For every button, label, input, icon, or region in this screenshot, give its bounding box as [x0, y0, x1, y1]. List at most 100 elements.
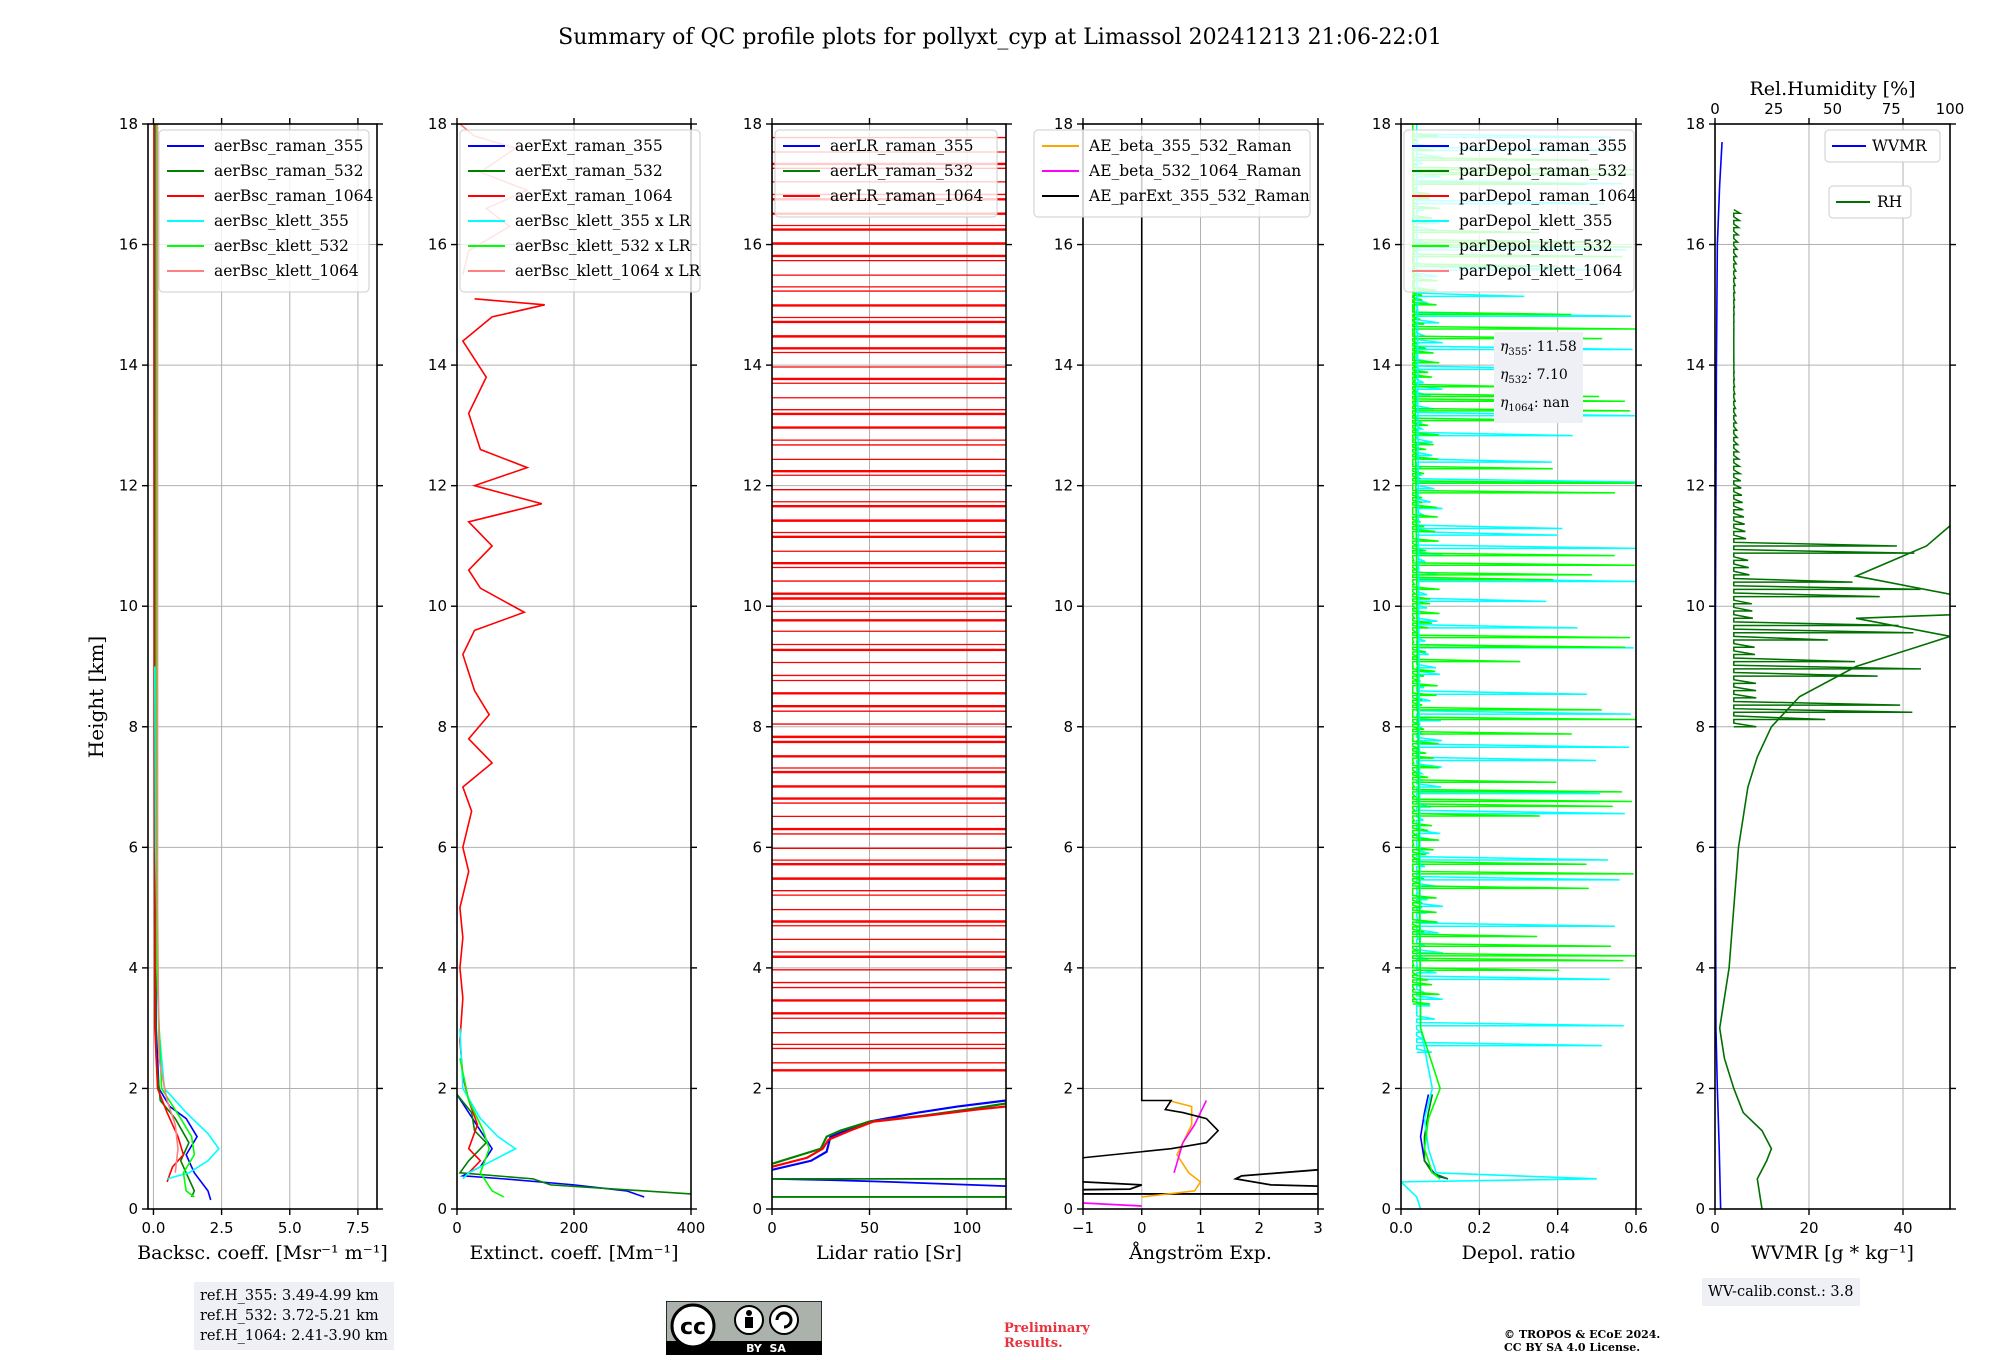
y-tick-label-1: 2 — [1063, 1079, 1073, 1097]
extra-line-0 — [772, 1177, 1006, 1187]
y-tick-label-7: 14 — [428, 356, 447, 374]
panel-backscatter: 0.0 2.5 5.0 7.5 0 2 4 6 8 10 12 14 16 18 Backsc. coeff… — [119, 115, 388, 1264]
y-tick-label-3: 6 — [1381, 838, 1391, 856]
x-tick-label-0: 0 — [1710, 1219, 1720, 1237]
legend-entry-0: aerLR_raman_355 — [830, 137, 973, 155]
x-tick-label-3: 0.6 — [1624, 1219, 1648, 1237]
legend-entry-4: parDepol_klett_532 — [1459, 237, 1612, 255]
y-tick-label-2: 4 — [437, 959, 447, 977]
legend-entry-5: aerBsc_klett_1064 — [214, 262, 359, 280]
y-tick-label-9: 18 — [119, 115, 138, 133]
x-tick-label-2: 40 — [1893, 1219, 1912, 1237]
series-aerBsc_klett_532 — [155, 124, 196, 1198]
legend-entry-1: aerBsc_raman_532 — [214, 162, 364, 180]
legend-backscatter: aerBsc_raman_355 aerBsc_raman_532 aerBsc_r… — [158, 129, 374, 293]
eta-1064: η1064: nan — [1500, 394, 1570, 414]
panel-depol: 0.0 0.2 0.4 0.6 0 2 4 6 8 10 12 14 16 18 Depol. ratio p… — [1372, 115, 1648, 1264]
x2-tick-label-0: 0 — [1710, 100, 1720, 118]
y-tick-label-7: 14 — [1372, 356, 1391, 374]
legend-entry-2: aerBsc_raman_1064 — [214, 187, 374, 205]
extra-line-0 — [1083, 1180, 1143, 1191]
legend-entry-wvmr: WVMR — [1872, 137, 1928, 155]
x-axis-label-angstrom: Ångström Exp. — [1128, 1242, 1272, 1264]
y-tick-label-6: 12 — [1686, 477, 1705, 495]
copyright-line: © TROPOS & ECoE 2024. — [1504, 1328, 1661, 1341]
plot-area-angstrom — [1083, 136, 1318, 1207]
axes-frame-backscatter — [147, 123, 378, 1210]
x-tick-label-1: 0 — [1137, 1219, 1147, 1237]
extra-line-3 — [1083, 1202, 1142, 1207]
y-tick-label-1: 2 — [437, 1079, 447, 1097]
y-tick-label-2: 4 — [128, 959, 138, 977]
y-tick-label-2: 4 — [752, 959, 762, 977]
y-tick-label-5: 10 — [1686, 597, 1705, 615]
depol-eta-box: η355: 11.58 η532: 7.10 η1064: nan — [1494, 332, 1583, 424]
x-tick-label-2: 5.0 — [278, 1219, 302, 1237]
x-tick-label-0: 0.0 — [1389, 1219, 1413, 1237]
legend-entry-0: AE_beta_355_532_Raman — [1088, 137, 1291, 155]
y-tick-label-3: 6 — [1063, 838, 1073, 856]
x-tick-label-1: 0.2 — [1467, 1219, 1491, 1237]
panel-extinction: 0 200 400 0 2 4 6 8 10 12 14 16 18 Extinct. coeff. [M… — [428, 115, 705, 1264]
y-tick-label-8: 16 — [1372, 236, 1391, 254]
legend-entry-2: aerLR_raman_1064 — [830, 187, 983, 205]
y-tick-label-9: 18 — [1686, 115, 1705, 133]
y-tick-label-7: 14 — [119, 356, 138, 374]
series-aerExt_raman_1064 — [459, 298, 545, 1174]
x-tick-label-0: −1 — [1072, 1219, 1094, 1237]
y-tick-label-2: 4 — [1695, 959, 1705, 977]
series-aerLR_raman_532 — [772, 1102, 1006, 1165]
axes-frame-depol — [1400, 123, 1637, 1210]
y-tick-label-0: 0 — [1063, 1200, 1073, 1218]
cc-badge-text: BY SA — [746, 1342, 786, 1355]
wv-calib-box: WV-calib.const.: 3.8 — [1702, 1278, 1860, 1306]
series-AE_parExt_355_532_Raman — [1083, 136, 1220, 1159]
y-tick-label-1: 2 — [1381, 1079, 1391, 1097]
reference-height-box: ref.H_355: 3.49-4.99 km ref.H_532: 3.72-… — [194, 1282, 394, 1350]
eta-355: η355: 11.58 — [1500, 339, 1577, 358]
y-tick-label-6: 12 — [1054, 477, 1073, 495]
y-tick-label-0: 0 — [1695, 1200, 1705, 1218]
legend-extinction: aerExt_raman_355 aerExt_raman_532 aerExt_r… — [459, 129, 702, 293]
y-tick-label-1: 2 — [1695, 1079, 1705, 1097]
x-tick-label-1: 2.5 — [210, 1219, 234, 1237]
legend-entry-2: parDepol_raman_1064 — [1459, 187, 1637, 205]
x-tick-label-2: 100 — [953, 1219, 982, 1237]
rh-spikes — [1733, 208, 1921, 728]
preliminary-results-note: Preliminary Results. — [1004, 1321, 1090, 1351]
y-tick-label-3: 6 — [752, 838, 762, 856]
x-tick-label-0: 0 — [452, 1219, 462, 1237]
legend-angstrom: AE_beta_355_532_Raman AE_beta_532_1064_Ra… — [1033, 129, 1311, 218]
y-axis-label: Height [km] — [84, 636, 108, 758]
y-tick-label-3: 6 — [1695, 838, 1705, 856]
y-tick-label-0: 0 — [752, 1200, 762, 1218]
series-aerBsc_klett_532 x LR — [459, 1058, 505, 1198]
y-tick-label-3: 6 — [128, 838, 138, 856]
x-axis-label-depol: Depol. ratio — [1462, 1242, 1576, 1264]
x-axis-label-wvmr: WVMR [g * kg⁻¹] — [1751, 1242, 1914, 1264]
x2-tick-label-2: 50 — [1823, 100, 1842, 118]
legend-box — [459, 129, 701, 293]
y-tick-label-4: 8 — [1695, 718, 1705, 736]
y-tick-label-4: 8 — [128, 718, 138, 736]
x-axis-label-lidarratio: Lidar ratio [Sr] — [816, 1242, 962, 1264]
legend-box — [158, 129, 370, 293]
y-tick-label-5: 10 — [428, 597, 447, 615]
y-tick-label-8: 16 — [1686, 236, 1705, 254]
series-aerExt_raman_355 — [457, 1094, 645, 1198]
ref-height-355: ref.H_355: 3.49-4.99 km — [200, 1288, 379, 1304]
x2-axis-label: Rel.Humidity [%] — [1749, 78, 1915, 100]
panel-lidarratio: 0 50 100 0 2 4 6 8 10 12 14 16 18 Lidar ratio [Sr] aer… — [743, 115, 1012, 1264]
x-axis-label-extinction: Extinct. coeff. [Mm⁻¹] — [469, 1242, 678, 1264]
plot-area-wvmr — [1715, 142, 1950, 1209]
legend-box — [1033, 129, 1311, 218]
ref-height-1064: ref.H_1064: 2.41-3.90 km — [200, 1328, 388, 1344]
y-tick-label-8: 16 — [119, 236, 138, 254]
series-aerBsc_klett_1064 — [156, 124, 179, 1173]
legend-box — [1403, 129, 1635, 293]
legend-entry-2: aerExt_raman_1064 — [515, 187, 673, 205]
y-tick-label-4: 8 — [1381, 718, 1391, 736]
y-tick-label-8: 16 — [1054, 236, 1073, 254]
y-tick-label-7: 14 — [1054, 356, 1073, 374]
